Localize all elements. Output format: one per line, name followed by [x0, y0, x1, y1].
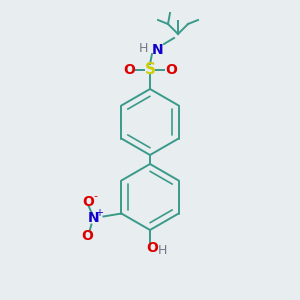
- Text: H: H: [157, 244, 167, 256]
- Text: O: O: [123, 63, 135, 77]
- Text: H: H: [138, 43, 148, 56]
- Text: -: -: [93, 191, 98, 202]
- Text: O: O: [82, 194, 94, 208]
- Text: N: N: [88, 212, 99, 226]
- Text: +: +: [95, 208, 104, 218]
- Text: N: N: [152, 43, 164, 57]
- Text: O: O: [82, 229, 93, 242]
- Text: O: O: [146, 241, 158, 255]
- Text: O: O: [165, 63, 177, 77]
- Text: S: S: [145, 62, 155, 77]
